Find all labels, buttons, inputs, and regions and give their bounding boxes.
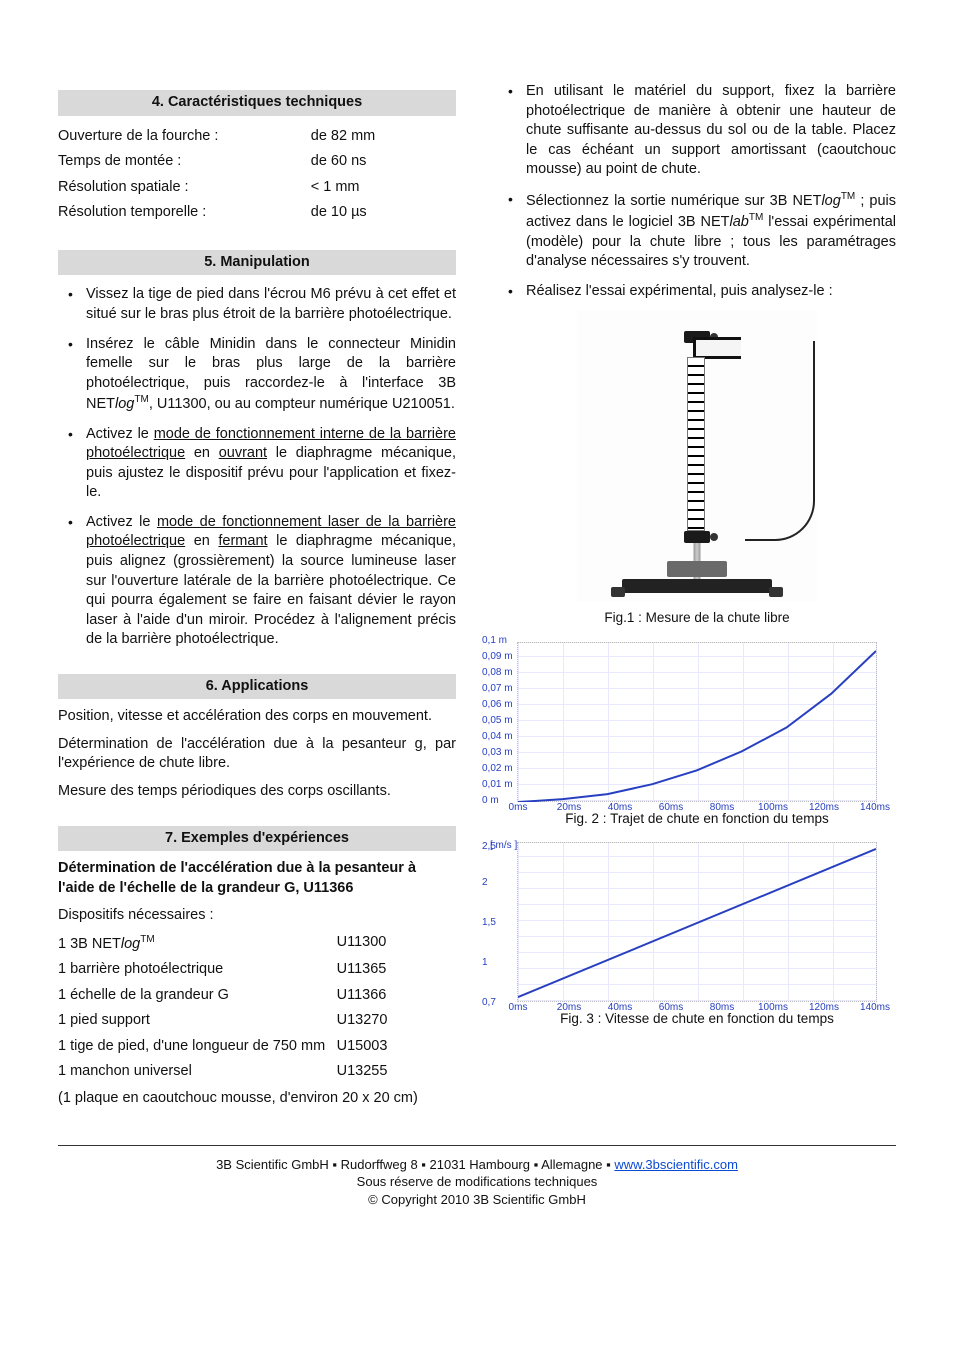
part-label: 1 tige de pied, d'une longueur de 750 mm bbox=[58, 1034, 337, 1060]
right-list: En utilisant le matériel du support, fix… bbox=[498, 82, 896, 301]
chart-svg bbox=[518, 643, 876, 802]
figure-1-caption: Fig.1 : Mesure de la chute libre bbox=[498, 609, 896, 627]
part-label: 1 barrière photoélectrique bbox=[58, 957, 337, 983]
part-code: U13270 bbox=[337, 1008, 456, 1034]
list-item: En utilisant le matériel du support, fix… bbox=[498, 82, 896, 180]
apparatus-foot-icon bbox=[769, 587, 783, 597]
text: Sélectionnez la sortie numérique sur 3B … bbox=[526, 193, 821, 209]
apparatus-photogate-icon bbox=[693, 337, 741, 359]
text: Activez le bbox=[86, 514, 157, 530]
spec-value: de 82 mm bbox=[305, 124, 456, 150]
footer-line-3: © Copyright 2010 3B Scientific GmbH bbox=[58, 1191, 896, 1209]
two-column-layout: 4. Caractéristiques techniques Ouverture… bbox=[58, 72, 896, 1117]
parts-table: 1 3B NETlogTMU11300 1 barrière photoélec… bbox=[58, 930, 456, 1085]
footer-line-2: Sous réserve de modifications techniques bbox=[58, 1173, 896, 1191]
section-6-title: 6. Applications bbox=[58, 674, 456, 700]
spec-value: de 10 µs bbox=[305, 200, 456, 226]
apparatus-cushion-icon bbox=[667, 561, 727, 577]
list-item: Activez le mode de fonctionnement laser … bbox=[58, 513, 456, 650]
text: en bbox=[185, 445, 219, 461]
text-superscript: TM bbox=[841, 191, 855, 202]
part-code: U11366 bbox=[337, 983, 456, 1009]
text: Vissez la tige de pied dans l'écrou M6 p… bbox=[86, 286, 456, 322]
part-code: U15003 bbox=[337, 1034, 456, 1060]
spec-label: Résolution temporelle : bbox=[58, 200, 305, 226]
spec-value: < 1 mm bbox=[305, 175, 456, 201]
figure-1-apparatus bbox=[577, 311, 817, 601]
spec-table: Ouverture de la fourche :de 82 mm Temps … bbox=[58, 124, 456, 226]
text: Activez le bbox=[86, 426, 154, 442]
part-label: 1 3B NETlogTM bbox=[58, 930, 337, 957]
part-code: U13255 bbox=[337, 1059, 456, 1085]
spec-label: Résolution spatiale : bbox=[58, 175, 305, 201]
text: Réalisez l'essai expérimental, puis anal… bbox=[526, 283, 833, 299]
spec-value: de 60 ns bbox=[305, 149, 456, 175]
apparatus-foot-icon bbox=[611, 587, 625, 597]
text: , U11300, ou au compteur numérique U2100… bbox=[149, 396, 455, 412]
chart-svg bbox=[518, 843, 876, 1002]
part-label: 1 pied support bbox=[58, 1008, 337, 1034]
footer-link[interactable]: www.3bscientific.com bbox=[614, 1157, 738, 1172]
text-superscript: TM bbox=[134, 394, 148, 405]
part-label: 1 échelle de la grandeur G bbox=[58, 983, 337, 1009]
paragraph: Mesure des temps périodiques des corps o… bbox=[58, 782, 456, 802]
parts-note: (1 plaque en caoutchouc mousse, d'enviro… bbox=[58, 1089, 456, 1109]
footer-line-1: 3B Scientific GmbH ▪ Rudorffweg 8 ▪ 2103… bbox=[58, 1156, 896, 1174]
figure-2-chart: 0 m0,01 m0,02 m0,03 m0,04 m0,05 m0,06 m0… bbox=[517, 642, 877, 802]
part-code: U11365 bbox=[337, 957, 456, 983]
list-item: Insérez le câble Minidin dans le connect… bbox=[58, 335, 456, 415]
apparatus-base-icon bbox=[622, 579, 772, 593]
apparatus-ruler-icon bbox=[687, 357, 705, 531]
apparatus-cable-icon bbox=[745, 341, 815, 541]
text: 3B Scientific GmbH ▪ Rudorffweg 8 ▪ 2103… bbox=[216, 1157, 614, 1172]
text-underline: ouvrant bbox=[219, 445, 267, 461]
spec-label: Temps de montée : bbox=[58, 149, 305, 175]
text: le diaphragme mécanique, puis alignez (g… bbox=[86, 533, 456, 647]
section-4-title: 4. Caractéristiques techniques bbox=[58, 90, 456, 116]
page-footer: 3B Scientific GmbH ▪ Rudorffweg 8 ▪ 2103… bbox=[58, 1145, 896, 1209]
text-superscript: TM bbox=[749, 212, 763, 223]
text-underline: fermant bbox=[218, 533, 267, 549]
paragraph: Détermination de l'accélération due à la… bbox=[58, 735, 456, 774]
section-7-subtitle: Détermination de l'accélération due à la… bbox=[58, 859, 456, 898]
text: En utilisant le matériel du support, fix… bbox=[526, 83, 896, 177]
left-column: 4. Caractéristiques techniques Ouverture… bbox=[58, 72, 456, 1117]
part-label: 1 manchon universel bbox=[58, 1059, 337, 1085]
paragraph: Position, vitesse et accélération des co… bbox=[58, 707, 456, 727]
text-italic: log bbox=[115, 396, 134, 412]
list-item: Activez le mode de fonctionnement intern… bbox=[58, 425, 456, 503]
figure-3-chart: [ m/s ] 0,711,522,50ms20ms40ms60ms80ms10… bbox=[517, 842, 877, 1002]
text: en bbox=[185, 533, 218, 549]
list-item: Sélectionnez la sortie numérique sur 3B … bbox=[498, 190, 896, 272]
text: 1 3B NET bbox=[58, 936, 121, 952]
spec-label: Ouverture de la fourche : bbox=[58, 124, 305, 150]
text-italic: log bbox=[121, 936, 140, 952]
list-item: Vissez la tige de pied dans l'écrou M6 p… bbox=[58, 285, 456, 324]
part-code: U11300 bbox=[337, 930, 456, 957]
list-item: Réalisez l'essai expérimental, puis anal… bbox=[498, 282, 896, 302]
section-5-title: 5. Manipulation bbox=[58, 250, 456, 276]
needed-label: Dispositifs nécessaires : bbox=[58, 906, 456, 926]
text-italic: log bbox=[821, 193, 840, 209]
section-7-title: 7. Exemples d'expériences bbox=[58, 826, 456, 852]
text-italic: lab bbox=[729, 214, 748, 230]
right-column: En utilisant le matériel du support, fix… bbox=[498, 72, 896, 1117]
apparatus-clamp-icon bbox=[684, 531, 710, 543]
section-5-list: Vissez la tige de pied dans l'écrou M6 p… bbox=[58, 285, 456, 649]
text-superscript: TM bbox=[140, 934, 154, 945]
